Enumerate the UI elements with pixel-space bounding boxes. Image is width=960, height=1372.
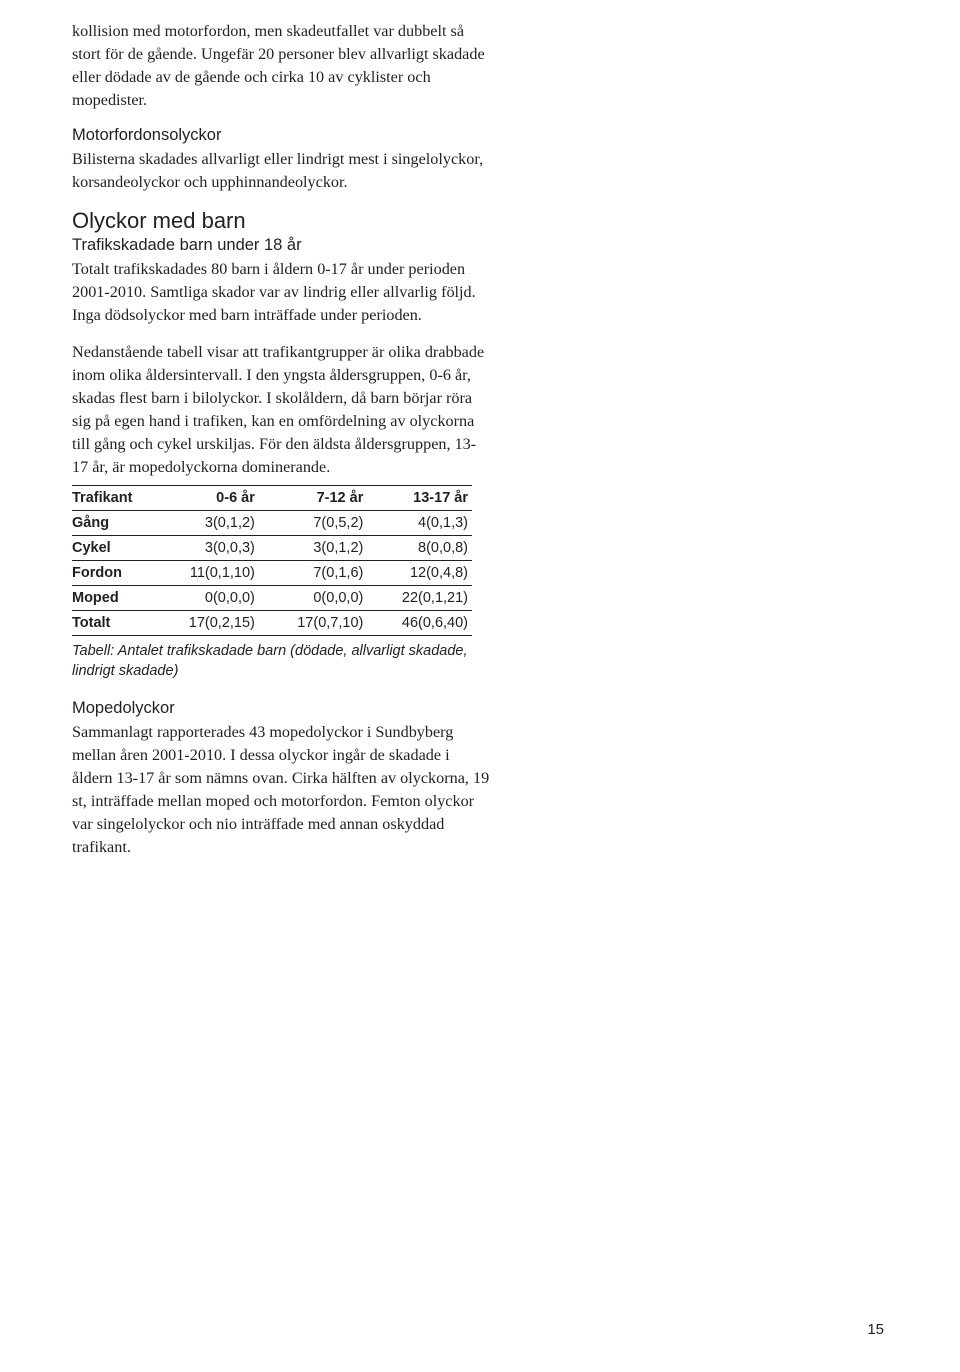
table-cell-label: Gång (72, 511, 162, 536)
table-cell: 3(0,1,2) (162, 511, 270, 536)
table-cell: 3(0,1,2) (271, 536, 379, 561)
table-cell: 7(0,1,6) (271, 561, 379, 586)
subheading-trafikskadade: Trafikskadade barn under 18 år (72, 236, 492, 255)
table-header-cell: 13-17 år (379, 486, 472, 511)
table-cell-label: Moped (72, 586, 162, 611)
table-cell-label: Cykel (72, 536, 162, 561)
table-row: Fordon 11(0,1,10) 7(0,1,6) 12(0,4,8) (72, 561, 472, 586)
table-cell: 11(0,1,10) (162, 561, 270, 586)
table-cell-label: Fordon (72, 561, 162, 586)
table-cell-label: Totalt (72, 611, 162, 636)
paragraph-barn-1: Totalt trafikskadades 80 barn i åldern 0… (72, 258, 492, 327)
table-header-cell: Trafikant (72, 486, 162, 511)
table-cell: 17(0,7,10) (271, 611, 379, 636)
table-row: Gång 3(0,1,2) 7(0,5,2) 4(0,1,3) (72, 511, 472, 536)
table-cell: 3(0,0,3) (162, 536, 270, 561)
heading-olyckor-barn: Olyckor med barn (72, 208, 492, 234)
subheading-motorfordon: Motorfordonsolyckor (72, 126, 492, 145)
paragraph-intro: kollision med motorfordon, men skadeutfa… (72, 20, 492, 112)
table-row: Totalt 17(0,2,15) 17(0,7,10) 46(0,6,40) (72, 611, 472, 636)
table-header-row: Trafikant 0-6 år 7-12 år 13-17 år (72, 486, 472, 511)
table-cell: 7(0,5,2) (271, 511, 379, 536)
table-header-cell: 7-12 år (271, 486, 379, 511)
table-row: Moped 0(0,0,0) 0(0,0,0) 22(0,1,21) (72, 586, 472, 611)
table-cell: 12(0,4,8) (379, 561, 472, 586)
table-cell: 46(0,6,40) (379, 611, 472, 636)
table-cell: 17(0,2,15) (162, 611, 270, 636)
data-table: Trafikant 0-6 år 7-12 år 13-17 år Gång 3… (72, 485, 472, 636)
page-number: 15 (867, 1321, 884, 1338)
table-cell: 0(0,0,0) (271, 586, 379, 611)
table-cell: 22(0,1,21) (379, 586, 472, 611)
subheading-moped: Mopedolyckor (72, 699, 492, 718)
table-header-cell: 0-6 år (162, 486, 270, 511)
paragraph-moped: Sammanlagt rapporterades 43 mopedolyckor… (72, 721, 492, 859)
content-column: kollision med motorfordon, men skadeutfa… (72, 20, 492, 859)
table-cell: 8(0,0,8) (379, 536, 472, 561)
paragraph-barn-2: Nedanstående tabell visar att trafikantg… (72, 341, 492, 479)
table-cell: 4(0,1,3) (379, 511, 472, 536)
table-caption: Tabell: Antalet trafikskadade barn (döda… (72, 642, 472, 681)
table-cell: 0(0,0,0) (162, 586, 270, 611)
paragraph-motor: Bilisterna skadades allvarligt eller lin… (72, 148, 492, 194)
table-row: Cykel 3(0,0,3) 3(0,1,2) 8(0,0,8) (72, 536, 472, 561)
